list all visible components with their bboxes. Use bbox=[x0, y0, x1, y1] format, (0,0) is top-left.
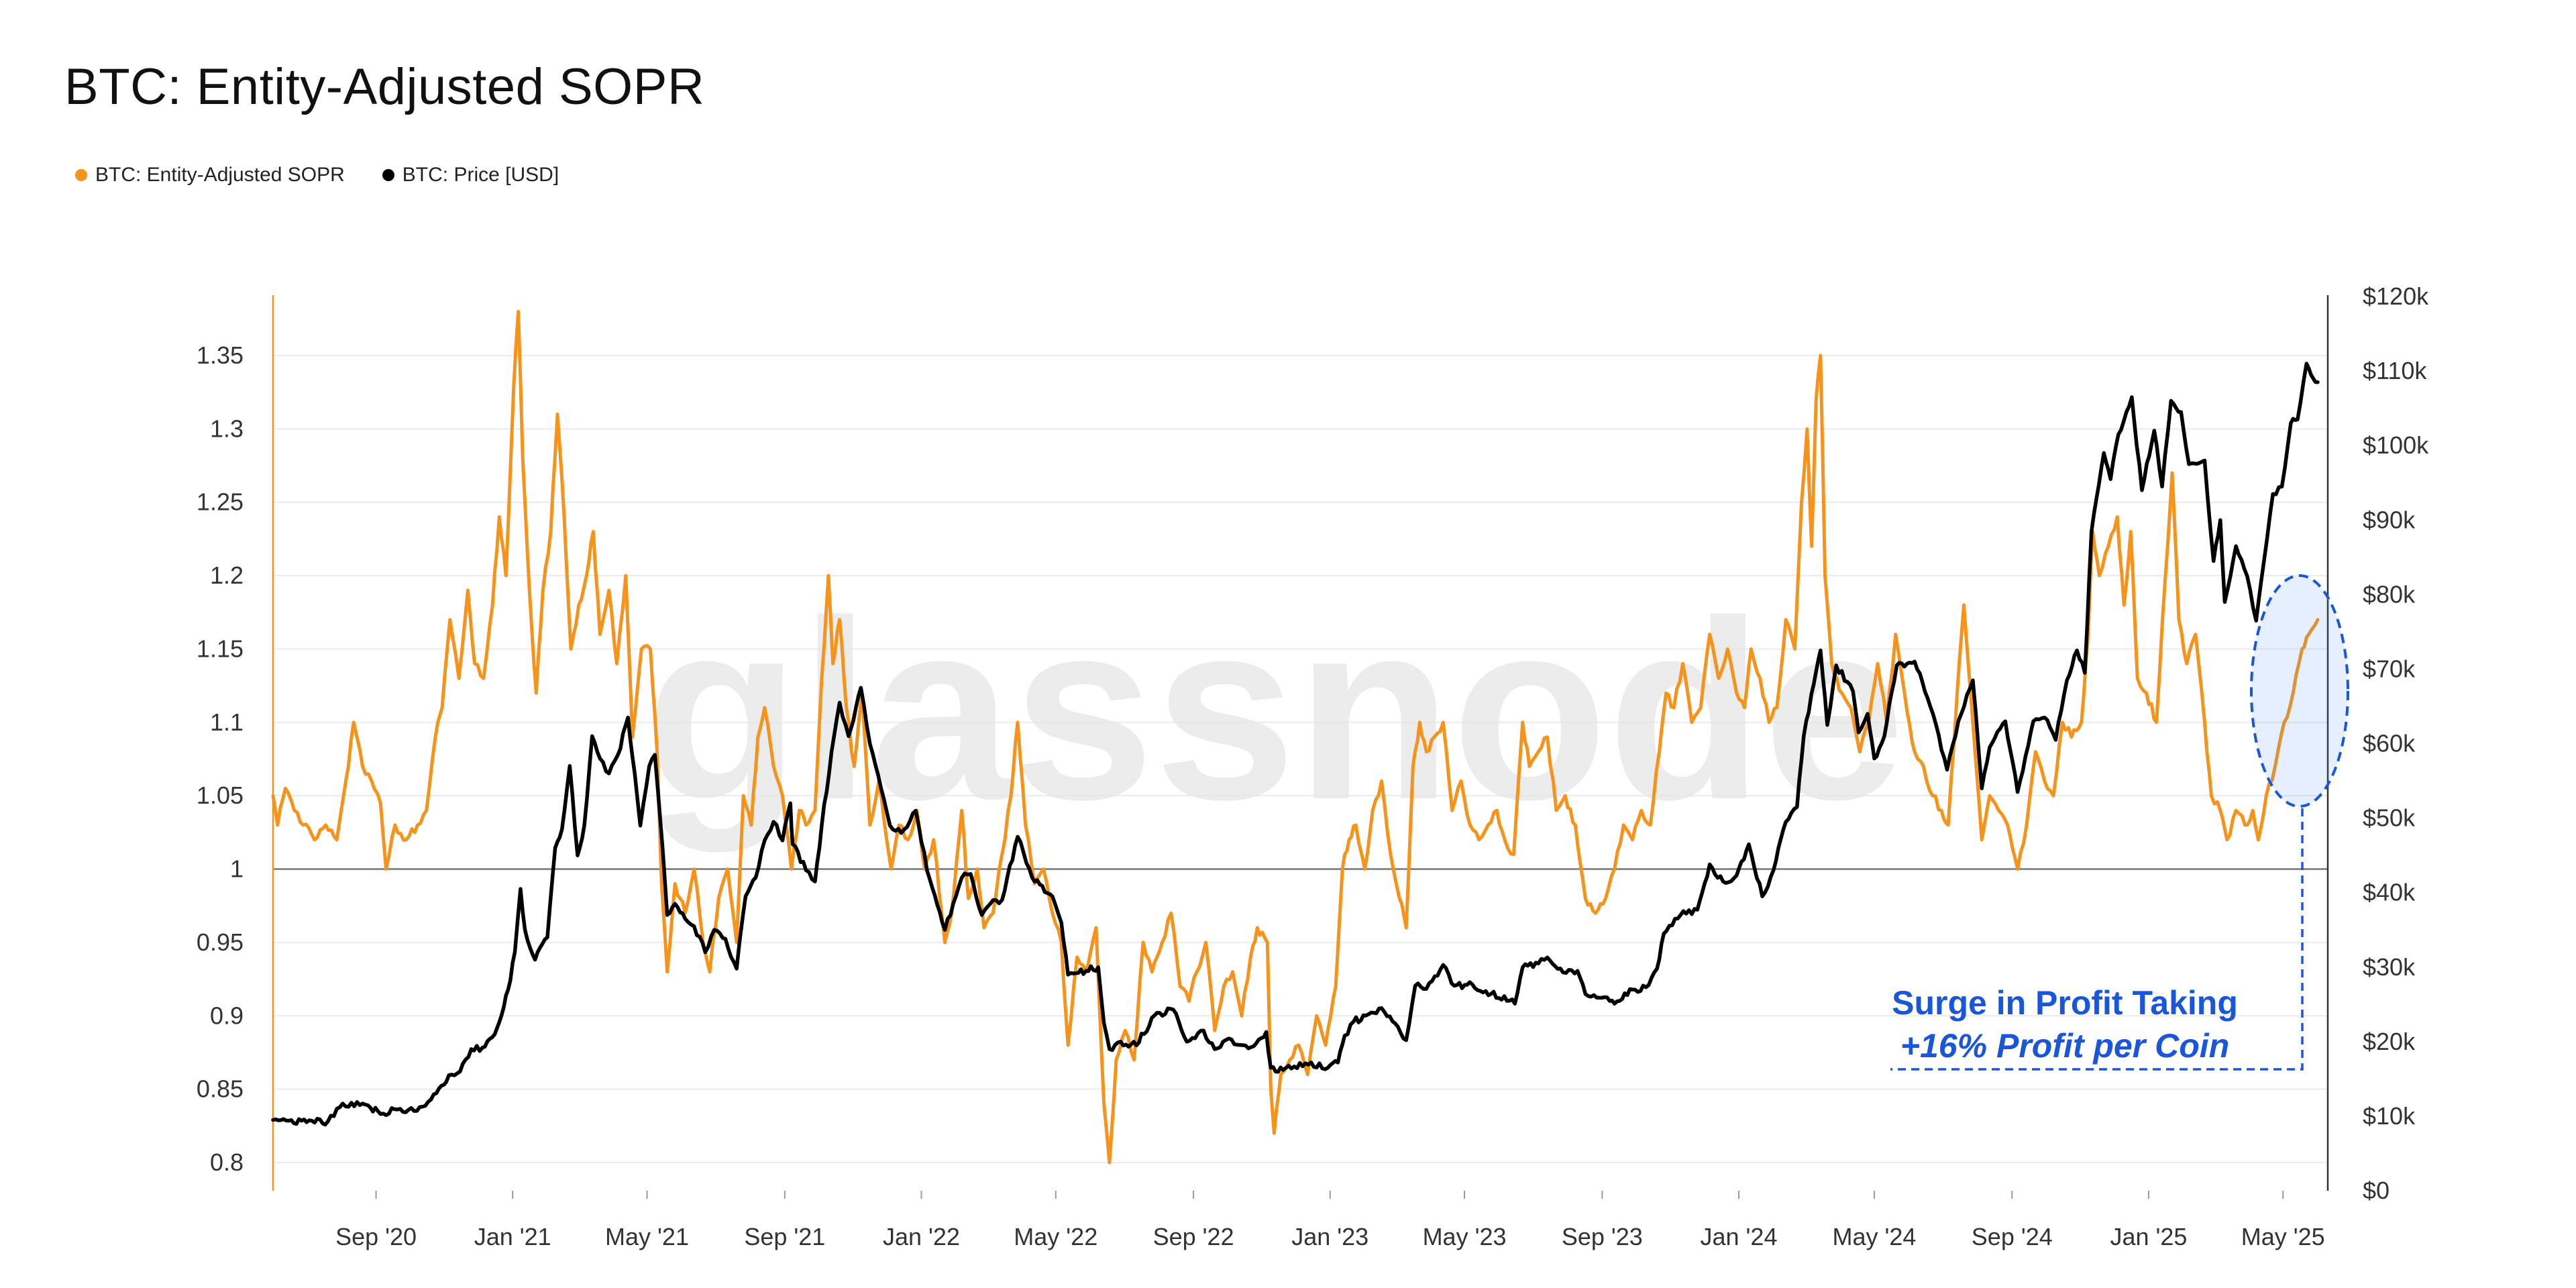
x-tick-label: Sep '24 bbox=[1972, 1223, 2053, 1250]
watermark: glassnode bbox=[644, 568, 1904, 854]
y-right-tick-label: $80k bbox=[2363, 580, 2416, 608]
x-tick-label: Jan '22 bbox=[883, 1223, 960, 1250]
y-left-tick-label: 1.35 bbox=[197, 341, 244, 369]
y-right-tick-label: $120k bbox=[2363, 282, 2429, 310]
y-left-tick-label: 1.05 bbox=[197, 782, 244, 809]
series-line-price bbox=[271, 362, 2320, 1127]
highlight-ellipse bbox=[2250, 574, 2349, 808]
legend-dot-price bbox=[382, 169, 394, 181]
x-tick-label: May '21 bbox=[605, 1223, 689, 1250]
x-tick-label: Sep '23 bbox=[1562, 1223, 1643, 1250]
x-tick-label: Jan '23 bbox=[1291, 1223, 1368, 1250]
chart-title: BTC: Entity-Adjusted SOPR bbox=[64, 58, 705, 115]
y-right-tick-label: $50k bbox=[2363, 804, 2416, 832]
y-left-tick-label: 1.2 bbox=[210, 561, 244, 589]
x-tick-label: Sep '20 bbox=[335, 1223, 417, 1250]
y-left-tick-label: 0.95 bbox=[197, 928, 244, 956]
axes-layer: 0.8 0.85 0.9 0.95 1 1.05 1.1 1.15 1.2 1.25 1.3 1.35… bbox=[197, 282, 2429, 1250]
x-tick-label: Sep '22 bbox=[1153, 1223, 1234, 1250]
y-left-tick-label: 1.25 bbox=[197, 488, 244, 516]
y-right-tick-label: $90k bbox=[2363, 506, 2416, 533]
y-left-tick-label: 0.85 bbox=[197, 1075, 244, 1103]
legend-item-sopr[interactable]: BTC: Entity-Adjusted SOPR bbox=[75, 164, 345, 186]
chart-legend: BTC: Entity-Adjusted SOPR BTC: Price [US… bbox=[75, 164, 559, 186]
x-tick-label: May '23 bbox=[1423, 1223, 1507, 1250]
y-left-tick-label: 1.15 bbox=[197, 635, 244, 662]
y-right-tick-label: $40k bbox=[2363, 879, 2416, 906]
y-right-tick-label: $70k bbox=[2363, 655, 2416, 682]
y-right-tick-label: $0 bbox=[2363, 1177, 2390, 1204]
annotation-connector bbox=[1890, 808, 2304, 1071]
y-left-tick-label: 1.3 bbox=[210, 415, 244, 442]
series-line-sopr bbox=[271, 309, 2320, 1165]
annotation-layer: Surge in Profit Taking +16% Profit per C… bbox=[1890, 574, 2349, 1071]
y-right-tick-label: $110k bbox=[2363, 357, 2427, 384]
y-right-tick-label: $30k bbox=[2363, 953, 2416, 981]
y-right-tick-label: $100k bbox=[2363, 431, 2429, 459]
x-tick-label: May '25 bbox=[2241, 1223, 2325, 1250]
x-tick-label: May '24 bbox=[1833, 1223, 1917, 1250]
x-tick-label: Jan '24 bbox=[1701, 1223, 1778, 1250]
y-right-tick-label: $10k bbox=[2363, 1102, 2416, 1130]
legend-item-price[interactable]: BTC: Price [USD] bbox=[382, 164, 559, 186]
legend-label-sopr: BTC: Entity-Adjusted SOPR bbox=[95, 164, 345, 186]
y-right-tick-label: $20k bbox=[2363, 1028, 2416, 1055]
series-layer bbox=[271, 309, 2320, 1165]
annotation-line-2: +16% Profit per Coin bbox=[1900, 1027, 2229, 1065]
legend-dot-sopr bbox=[75, 169, 87, 181]
y-left-tick-label: 1.1 bbox=[210, 708, 244, 736]
y-left-tick-label: 0.9 bbox=[210, 1002, 244, 1029]
y-right-tick-label: $60k bbox=[2363, 730, 2416, 757]
x-tick-label: Jan '21 bbox=[474, 1223, 551, 1250]
legend-label-price: BTC: Price [USD] bbox=[402, 164, 559, 186]
y-left-tick-label: 1 bbox=[230, 855, 244, 883]
x-tick-label: Jan '25 bbox=[2110, 1223, 2187, 1250]
x-tick-label: Sep '21 bbox=[744, 1223, 825, 1250]
annotation-line-1: Surge in Profit Taking bbox=[1892, 984, 2238, 1022]
x-tick-label: May '22 bbox=[1014, 1223, 1097, 1250]
y-left-tick-label: 0.8 bbox=[210, 1148, 244, 1176]
